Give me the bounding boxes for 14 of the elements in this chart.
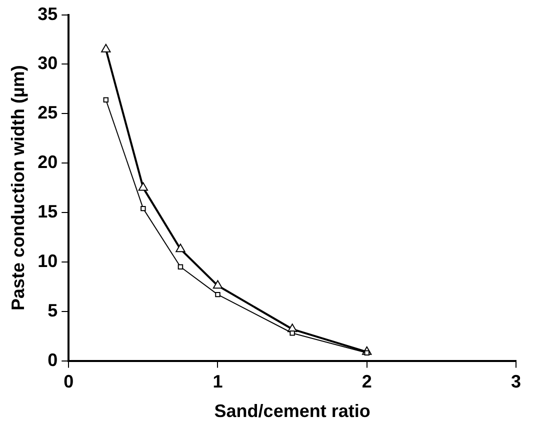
y-tick-label: 0 [48,350,58,370]
y-tick-label: 5 [48,300,58,320]
x-tick-label: 3 [510,372,522,392]
x-tick-label: 0 [64,372,74,392]
y-axis-title: Paste conduction width (µm) [8,65,28,310]
y-tick-label: 30 [38,53,58,74]
y-tick-label: 20 [38,152,58,172]
y-tick-label: 10 [38,250,58,271]
y-tick-label: 35 [38,4,58,24]
y-tick-label: 15 [38,201,58,222]
x-axis-title: Sand/cement ratio [214,401,370,422]
y-tick-label: 25 [38,102,58,123]
x-tick-label: 1 [212,372,223,392]
x-tick-label: 2 [362,372,372,392]
